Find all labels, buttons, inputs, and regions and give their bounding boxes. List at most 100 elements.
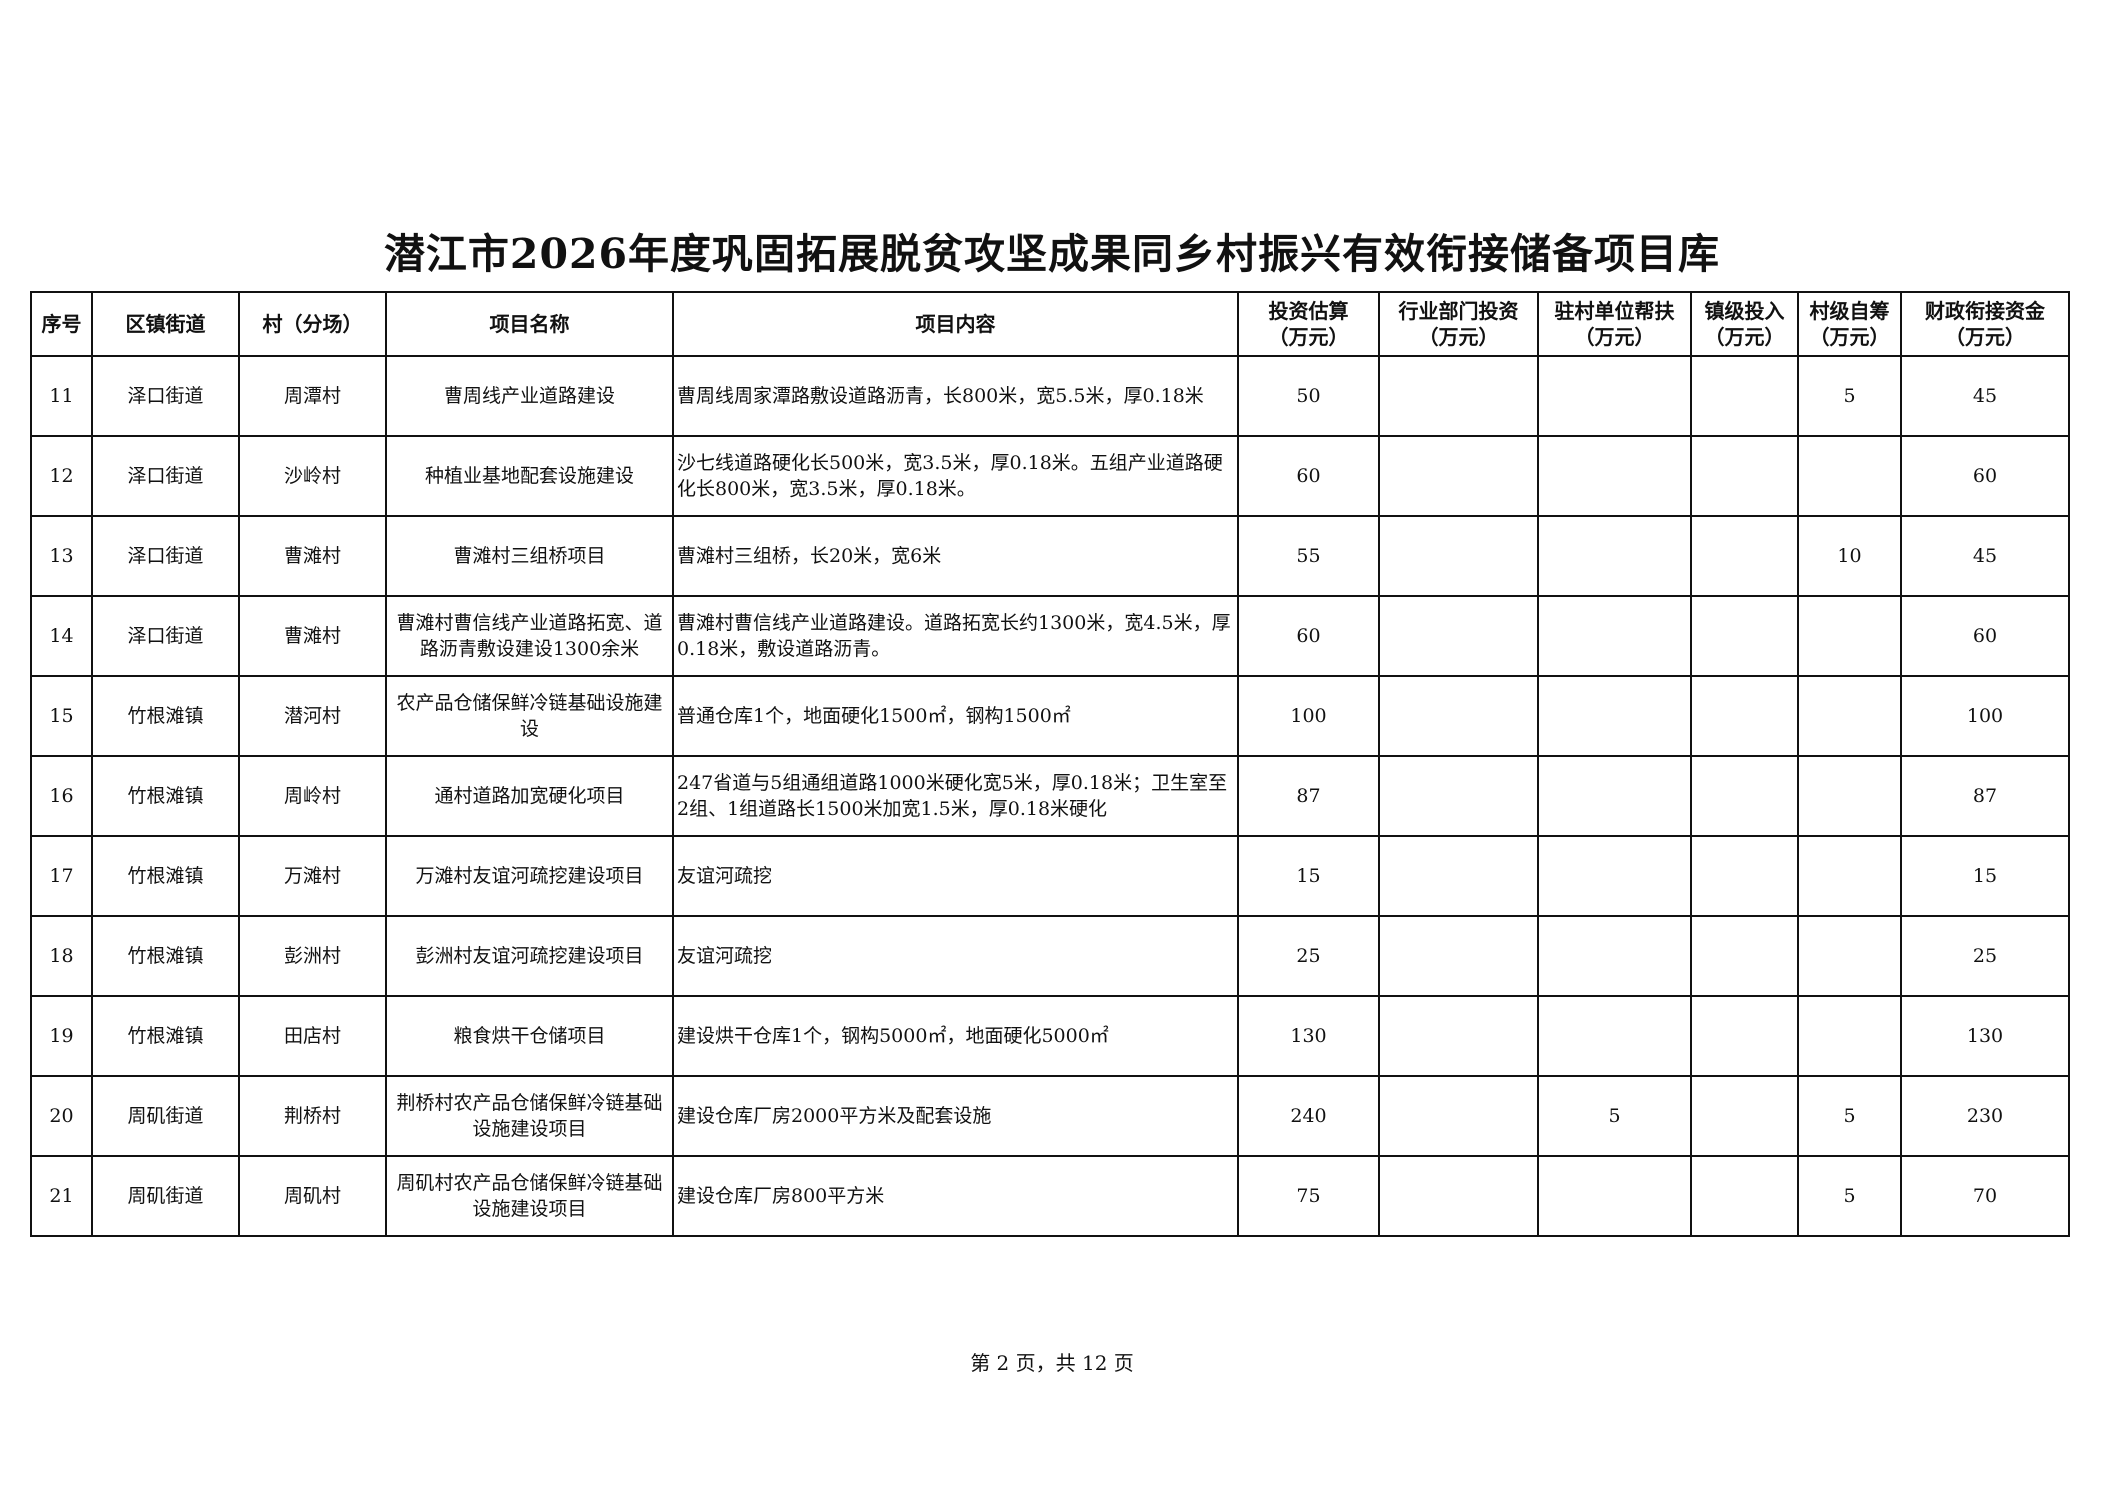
table-row: 18 竹根滩镇 彭洲村 彭洲村友谊河疏挖建设项目 友谊河疏挖 25 25 [30,915,2070,997]
cell-investment-estimate: 100 [1237,675,1380,757]
cell-town-input [1690,435,1799,517]
cell-seq: 14 [30,595,93,677]
column-header-label: 村级自筹 [1809,299,1890,323]
cell-district: 周矶街道 [91,1155,240,1237]
table-row: 14 泽口街道 曹滩村 曹滩村曹信线产业道路拓宽、道路沥青敷设建设1300余米 曹滩村曹… [30,595,2070,677]
cell-project-content: 建设仓库厂房800平方米 [672,1155,1239,1237]
column-header-project-content: 项目内容 [672,291,1239,357]
cell-village-unit-support [1537,915,1692,997]
cell-village: 潜河村 [238,675,387,757]
cell-fiscal-funds: 60 [1900,435,2070,517]
table-row: 15 竹根滩镇 潜河村 农产品仓储保鲜冷链基础设施建设 普通仓库1个，地面硬化1500㎡… [30,675,2070,757]
cell-village-unit-support [1537,435,1692,517]
cell-town-input [1690,675,1799,757]
cell-project-name: 粮食烘干仓储项目 [385,995,674,1077]
column-header-label: 投资估算 [1268,299,1349,323]
column-header-unit: （万元） [1268,325,1349,349]
column-header-label: 财政衔接资金 [1925,299,2045,323]
cell-village: 周矶村 [238,1155,387,1237]
column-header-village: 村（分场） [238,291,387,357]
cell-seq: 18 [30,915,93,997]
table-row: 12 泽口街道 沙岭村 种植业基地配套设施建设 沙七线道路硬化长500米，宽3.5米，厚… [30,435,2070,517]
cell-fiscal-funds: 70 [1900,1155,2070,1237]
column-header-unit: （万元） [1809,325,1890,349]
cell-investment-estimate: 130 [1237,995,1380,1077]
cell-industry-investment [1378,675,1539,757]
column-header-label: 镇级投入 [1704,299,1785,323]
cell-village: 周潭村 [238,355,387,437]
cell-industry-investment [1378,435,1539,517]
column-header-unit: （万元） [1945,325,2025,349]
cell-investment-estimate: 60 [1237,595,1380,677]
cell-industry-investment [1378,515,1539,597]
cell-industry-investment [1378,595,1539,677]
cell-industry-investment [1378,915,1539,997]
cell-district: 泽口街道 [91,355,240,437]
cell-seq: 12 [30,435,93,517]
column-header-label: 序号 [41,312,82,336]
cell-district: 泽口街道 [91,595,240,677]
cell-seq: 21 [30,1155,93,1237]
column-header-label: 区镇街道 [125,312,206,336]
cell-investment-estimate: 55 [1237,515,1380,597]
column-header-label: 村（分场） [262,312,363,336]
cell-investment-estimate: 87 [1237,755,1380,837]
cell-industry-investment [1378,1075,1539,1157]
cell-seq: 19 [30,995,93,1077]
cell-district: 竹根滩镇 [91,995,240,1077]
cell-village-self-raised [1797,435,1902,517]
cell-district: 竹根滩镇 [91,675,240,757]
column-header-town-input: 镇级投入 （万元） [1690,291,1799,357]
cell-project-content: 友谊河疏挖 [672,915,1239,997]
cell-village-unit-support [1537,515,1692,597]
cell-district: 竹根滩镇 [91,755,240,837]
cell-village: 彭洲村 [238,915,387,997]
cell-village-self-raised [1797,835,1902,917]
column-header-project-name: 项目名称 [385,291,674,357]
column-header-district: 区镇街道 [91,291,240,357]
column-header-village-self-raised: 村级自筹 （万元） [1797,291,1902,357]
cell-project-content: 友谊河疏挖 [672,835,1239,917]
column-header-label: 项目内容 [915,312,996,336]
cell-investment-estimate: 50 [1237,355,1380,437]
cell-village: 沙岭村 [238,435,387,517]
cell-village-self-raised [1797,915,1902,997]
table-row: 16 竹根滩镇 周岭村 通村道路加宽硬化项目 247省道与5组通组道路1000米硬化宽5… [30,755,2070,837]
cell-district: 竹根滩镇 [91,835,240,917]
cell-village-self-raised [1797,995,1902,1077]
cell-project-name: 荆桥村农产品仓储保鲜冷链基础设施建设项目 [385,1075,674,1157]
cell-village-self-raised: 5 [1797,1155,1902,1237]
cell-project-name: 万滩村友谊河疏挖建设项目 [385,835,674,917]
cell-fiscal-funds: 130 [1900,995,2070,1077]
cell-village-unit-support [1537,1155,1692,1237]
cell-village-unit-support: 5 [1537,1075,1692,1157]
cell-town-input [1690,915,1799,997]
cell-village-unit-support [1537,835,1692,917]
cell-fiscal-funds: 45 [1900,355,2070,437]
cell-village-unit-support [1537,995,1692,1077]
cell-fiscal-funds: 100 [1900,675,2070,757]
cell-investment-estimate: 25 [1237,915,1380,997]
cell-town-input [1690,1155,1799,1237]
cell-investment-estimate: 15 [1237,835,1380,917]
cell-seq: 15 [30,675,93,757]
cell-project-name: 彭洲村友谊河疏挖建设项目 [385,915,674,997]
cell-seq: 11 [30,355,93,437]
cell-district: 周矶街道 [91,1075,240,1157]
column-header-industry-investment: 行业部门投资 （万元） [1378,291,1539,357]
cell-district: 泽口街道 [91,515,240,597]
cell-industry-investment [1378,355,1539,437]
cell-village: 万滩村 [238,835,387,917]
cell-village: 曹滩村 [238,515,387,597]
column-header-fiscal-funds: 财政衔接资金 （万元） [1900,291,2070,357]
cell-town-input [1690,595,1799,677]
column-header-unit: （万元） [1704,325,1785,349]
cell-project-content: 普通仓库1个，地面硬化1500㎡，钢构1500㎡ [672,675,1239,757]
cell-fiscal-funds: 25 [1900,915,2070,997]
cell-project-content: 曹滩村三组桥，长20米，宽6米 [672,515,1239,597]
cell-town-input [1690,835,1799,917]
table-header-row: 序号 区镇街道 村（分场） 项目名称 项目内容 投资估算 （万元） 行业部门投资 （万元） 驻村单… [30,291,2070,357]
cell-village-unit-support [1537,595,1692,677]
cell-village: 田店村 [238,995,387,1077]
cell-project-name: 种植业基地配套设施建设 [385,435,674,517]
